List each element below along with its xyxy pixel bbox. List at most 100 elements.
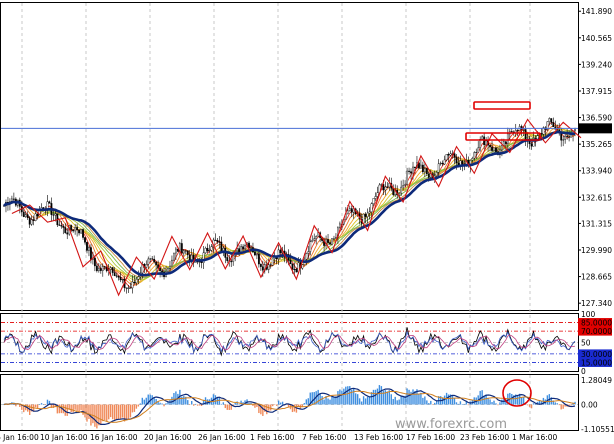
candle-body [295,269,298,273]
osc-bar [252,404,254,406]
candle-body [315,235,318,239]
candle-body [301,264,304,269]
osc-bar [185,396,187,405]
osc-bar [34,404,37,408]
candle-body [161,270,163,273]
candle-body [400,186,403,194]
osc-bar [570,404,572,406]
candle-body [60,225,63,227]
candle-body [427,173,430,178]
osc-bar [317,389,319,405]
candle-body [32,219,35,221]
osc-bar [113,404,116,420]
candle-body [388,183,391,188]
candle-body [261,266,264,271]
osc-bar [436,400,438,405]
osc-signal-line [3,387,576,426]
osc-bar [80,404,82,411]
osc-bar [416,389,418,405]
candle-body [540,133,543,135]
osc-bar [349,386,351,405]
osc-bar [530,404,533,409]
osc-bar [384,390,387,405]
osc-bar [175,391,177,405]
candle-body [159,267,161,271]
osc-bar [451,395,454,405]
candle-body [506,133,509,144]
osc-bar [532,403,535,405]
osc-bar [495,403,497,405]
osc-bar [139,403,142,405]
candle-body [380,184,383,186]
candle-body [78,229,80,234]
osc-bar [141,397,144,405]
rsi-line [3,330,576,354]
osc-bar [461,404,464,405]
osc-bar [104,404,106,421]
current-price-label: 136.053 [581,124,612,133]
candle-body [435,172,438,177]
osc-bar [108,404,110,420]
candle-body [305,253,308,260]
candle-body [542,127,545,135]
signal-circle[interactable] [502,379,532,407]
time-label: 20 Jan 16:00 [144,433,192,442]
osc-bar [457,403,460,405]
rsi-level-tag [578,357,612,367]
candle-body [386,186,389,188]
rsi-tick-label: 15.0000 [581,358,612,367]
osc-bar [432,404,434,406]
osc-bar [459,401,462,405]
candle-body [366,212,369,217]
rsi-level-tag [578,349,612,359]
rsi-tick-label: 70.0000 [581,327,612,336]
price-tick-label: 136.590 [581,114,612,123]
ma-ribbon-line [3,130,576,279]
osc-bar [149,394,151,405]
osc-bar [333,396,335,405]
candle-body [291,263,294,270]
candle-body [475,151,478,153]
candle-body [113,272,116,276]
osc-bar [362,396,365,405]
osc-bar [21,404,23,410]
osc-bar [272,404,274,407]
candle-body [455,157,458,164]
candle-body [271,258,274,266]
candle-body [418,162,420,169]
osc-bar [428,403,430,405]
osc-bar [82,404,84,415]
osc-tick-label: 0.00 [581,401,598,410]
candle-body [70,225,73,231]
candle-body [449,153,452,156]
candle-body [236,248,239,252]
candle-body [214,239,217,241]
osc-bar [353,389,355,405]
osc-bar [36,404,39,409]
osc-bar [528,404,531,407]
rsi-tick-label: 100 [581,310,596,319]
osc-bar [46,399,49,405]
osc-bar [131,404,134,413]
candle-body [560,132,563,141]
candle-body [425,168,428,175]
osc-bar [194,403,197,405]
osc-bar [58,404,61,414]
osc-bar [366,396,369,405]
support-box[interactable] [465,132,541,141]
candle-body [26,214,29,218]
osc-bar [323,399,325,405]
candle-body [200,261,203,263]
time-label: 13 Feb 16:00 [354,433,403,442]
osc-bar [394,396,396,405]
osc-bar [260,404,262,415]
candle-body [491,146,493,151]
osc-bar [66,404,68,416]
osc-bar [398,399,400,405]
osc-bar [147,394,149,405]
osc-bar [321,396,323,405]
candle-body [131,281,134,289]
candle-body [504,141,507,144]
resistance-box[interactable] [473,101,531,110]
